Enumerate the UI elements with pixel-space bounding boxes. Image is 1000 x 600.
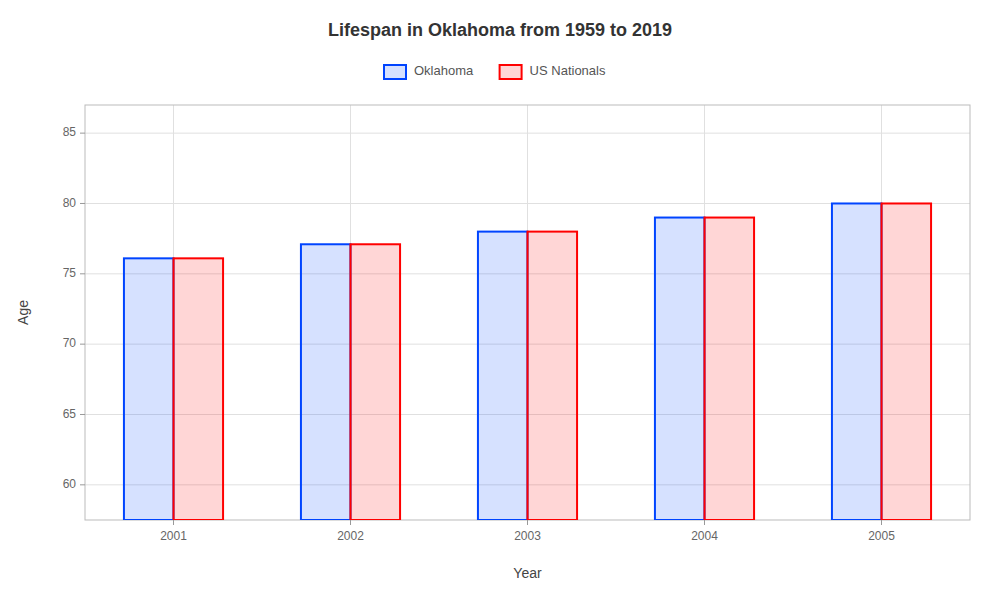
y-tick-label: 60 [63, 477, 77, 491]
y-tick [80, 133, 85, 134]
title: Lifespan in Oklahoma from 1959 to 2019 [328, 20, 672, 40]
x-tick [173, 520, 174, 525]
bar [655, 218, 705, 520]
legend-swatch [500, 65, 522, 79]
x-tick-label: 2005 [868, 529, 895, 543]
x-tick-label: 2003 [514, 529, 541, 543]
x-axis: 2001 2002 2003 2004 2005 [160, 520, 895, 543]
y-tick [80, 344, 85, 345]
plot-frame [85, 105, 970, 520]
bar [478, 232, 528, 520]
bar [124, 258, 174, 520]
x-tick-label: 2004 [691, 529, 718, 543]
y-tick-label: 70 [63, 336, 77, 350]
y-axis: 60 65 70 75 80 85 [63, 125, 85, 491]
x-tick [350, 520, 351, 525]
bar [832, 203, 882, 520]
chart-container: 60 65 70 75 80 85 2001 2002 2003 2004 2005 Year Age L… [0, 0, 1000, 600]
bar [351, 244, 401, 520]
bar [528, 232, 578, 520]
y-axis-label: Age [15, 300, 31, 325]
legend-swatch [384, 65, 406, 79]
x-tick [527, 520, 528, 525]
y-tick [80, 414, 85, 415]
legend-label: Oklahoma [414, 63, 474, 78]
bar [705, 218, 755, 520]
legend: Oklahoma US Nationals [384, 63, 606, 79]
y-tick [80, 203, 85, 204]
y-tick-label: 65 [63, 407, 77, 421]
bar [301, 244, 351, 520]
x-tick-label: 2001 [160, 529, 187, 543]
x-tick [704, 520, 705, 525]
grid [85, 105, 970, 520]
y-tick-label: 75 [63, 266, 77, 280]
y-tick [80, 273, 85, 274]
x-axis-label: Year [513, 565, 542, 581]
legend-label: US Nationals [530, 63, 606, 78]
x-tick [881, 520, 882, 525]
y-tick [80, 484, 85, 485]
bar [174, 258, 224, 520]
x-tick-label: 2002 [337, 529, 364, 543]
bars [124, 203, 931, 520]
y-tick-label: 80 [63, 196, 77, 210]
chart: 60 65 70 75 80 85 2001 2002 2003 2004 2005 Year Age L… [0, 0, 1000, 600]
y-tick-label: 85 [63, 125, 77, 139]
bar [882, 203, 932, 520]
